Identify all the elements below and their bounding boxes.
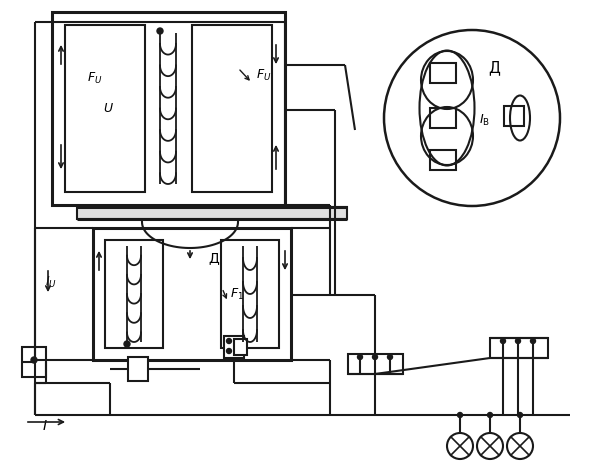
Circle shape — [500, 338, 505, 343]
Circle shape — [358, 355, 362, 359]
Text: $I$: $I$ — [42, 419, 48, 433]
Text: $U$: $U$ — [103, 102, 113, 115]
Text: $I_{\rm B}$: $I_{\rm B}$ — [479, 112, 490, 128]
Text: $I_U$: $I_U$ — [45, 274, 57, 289]
Circle shape — [388, 355, 393, 359]
Text: Д: Д — [488, 61, 500, 75]
Circle shape — [31, 357, 37, 363]
Bar — [234, 339, 247, 355]
Bar — [22, 347, 46, 377]
Circle shape — [458, 412, 463, 418]
Circle shape — [517, 412, 523, 418]
Bar — [224, 336, 244, 358]
Bar — [504, 106, 524, 126]
Bar — [192, 25, 272, 192]
Bar — [221, 240, 279, 348]
Bar — [430, 108, 456, 128]
Circle shape — [487, 412, 493, 418]
Bar — [105, 240, 163, 348]
Circle shape — [373, 355, 377, 359]
Text: $F_1$: $F_1$ — [230, 287, 244, 302]
Circle shape — [516, 338, 520, 343]
Bar — [65, 25, 145, 192]
Circle shape — [124, 341, 130, 347]
Bar — [93, 228, 291, 360]
Circle shape — [227, 338, 232, 343]
Circle shape — [531, 338, 535, 343]
Bar — [430, 150, 456, 170]
Circle shape — [157, 28, 163, 34]
Text: $F_U$: $F_U$ — [256, 68, 271, 82]
Text: Д: Д — [209, 251, 219, 265]
Bar — [128, 357, 148, 381]
Bar — [430, 63, 456, 83]
Circle shape — [227, 349, 232, 354]
Bar — [52, 12, 285, 205]
Text: $F_U$: $F_U$ — [87, 70, 103, 86]
Bar — [490, 338, 548, 358]
Bar — [348, 354, 403, 374]
Bar — [77, 207, 347, 219]
